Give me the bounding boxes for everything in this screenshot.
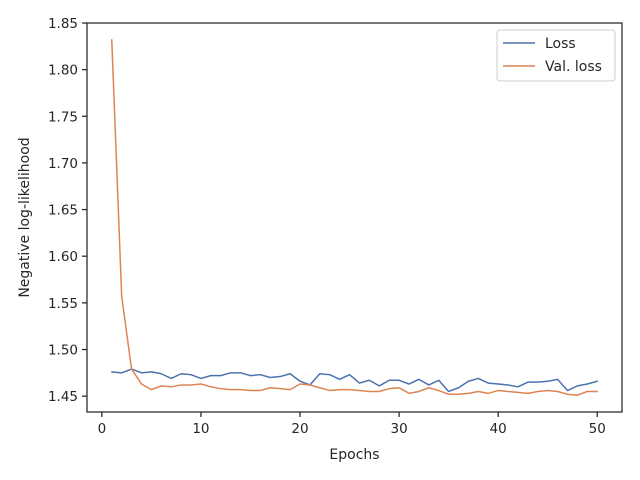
x-tick-label: 50 [589,421,606,437]
x-tick-label: 20 [291,421,308,437]
legend-label-loss: Loss [545,36,576,52]
x-axis-ticks: 0 10 20 30 40 50 [98,412,606,437]
y-axis-ticks: 1.45 1.50 1.55 1.60 1.65 1.70 1.75 1.80 1.85 [48,16,87,405]
y-tick-label: 1.65 [48,203,78,219]
y-tick-label: 1.55 [48,296,78,312]
x-tick-label: 0 [98,421,107,437]
y-tick-label: 1.45 [48,389,78,405]
x-axis-title: Epochs [329,447,379,463]
x-tick-label: 30 [390,421,407,437]
y-tick-label: 1.70 [48,156,78,172]
y-tick-label: 1.80 [48,63,78,79]
series-line-loss [111,368,598,393]
legend: Loss Val. loss [496,29,616,82]
y-tick-label: 1.60 [48,249,78,265]
plot-frame [86,22,623,413]
x-tick-label: 10 [192,421,209,437]
plot-area [87,23,622,412]
x-tick-label: 40 [490,421,507,437]
legend-label-val-loss: Val. loss [545,59,602,75]
y-tick-label: 1.75 [48,109,78,125]
y-tick-label: 1.50 [48,342,78,358]
series-line-val-loss [111,39,598,396]
y-tick-label: 1.85 [48,16,78,32]
y-axis-title: Negative log-likelihood [17,137,33,297]
series-layer [111,39,598,396]
